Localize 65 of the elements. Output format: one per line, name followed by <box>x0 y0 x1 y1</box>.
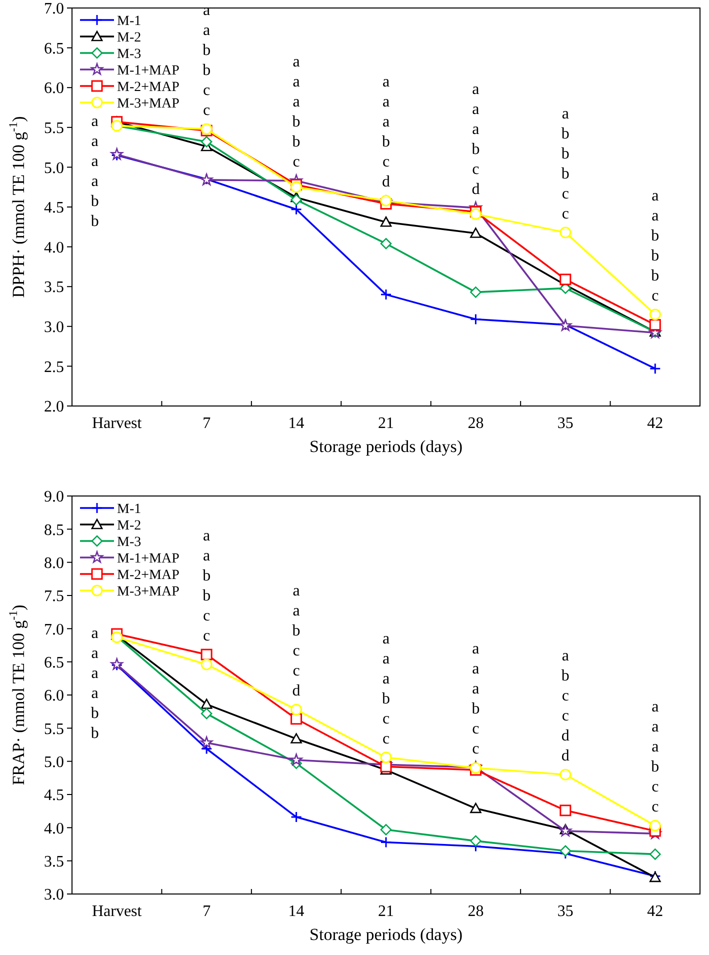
annotation: a b b b c c <box>561 105 570 222</box>
y-tick-label: 7.5 <box>44 588 64 606</box>
y-tick-label: 6.0 <box>44 80 64 98</box>
annotation: a a a b c c <box>651 698 660 816</box>
legend-label: M-2 <box>117 30 142 46</box>
y-tick-label: 6.5 <box>44 654 64 672</box>
x-tick-label: 14 <box>288 415 304 432</box>
y-tick-label: 3.0 <box>44 886 64 904</box>
x-tick-label: 42 <box>647 415 664 432</box>
y-tick-label: 6.5 <box>44 40 64 58</box>
annotation: a b c c d d <box>561 648 570 765</box>
x-tick-label: 28 <box>468 415 484 432</box>
x-tick-label: 35 <box>557 903 574 920</box>
x-tick-label: 21 <box>378 903 394 920</box>
annotation: a a a a b b <box>90 112 99 230</box>
annotation: a a a a b b <box>90 624 99 742</box>
y-tick-label: 4.5 <box>44 787 64 804</box>
x-axis-title: Storage periods (days) <box>310 437 462 456</box>
y-tick-label: 5.0 <box>44 160 64 177</box>
x-tick-label: 7 <box>202 903 211 920</box>
annotation: a a b b b c <box>651 187 660 304</box>
annotation: a a a b c c <box>382 630 390 748</box>
y-tick-label: 8.5 <box>44 522 64 539</box>
legend-label: M-3 <box>117 534 142 550</box>
annotation: a a a b b c <box>292 54 300 171</box>
y-tick-label: 2.0 <box>44 398 64 416</box>
legend-label: M-1 <box>117 14 142 29</box>
y-tick-label: 9.0 <box>44 488 64 506</box>
y-tick-label: 7.0 <box>44 621 64 638</box>
x-tick-label: 35 <box>557 415 574 432</box>
x-tick-label: Harvest <box>92 903 142 920</box>
x-tick-label: 21 <box>378 415 394 432</box>
y-tick-label: 4.0 <box>44 820 64 838</box>
y-tick-label: 5.5 <box>44 120 64 137</box>
legend-label: M-2+MAP <box>117 80 180 95</box>
annotation: a a b b c c <box>202 528 211 645</box>
x-tick-label: 7 <box>202 415 211 432</box>
annotation: a a a b c d <box>472 80 480 198</box>
x-axis-title: Storage periods (days) <box>310 925 462 944</box>
legend-label: M-2 <box>117 518 142 534</box>
y-tick-label: 2.5 <box>44 358 64 376</box>
y-tick-label: 7.0 <box>44 0 64 18</box>
annotation: a a b c c d <box>292 582 300 700</box>
y-tick-label: 3.0 <box>44 319 64 336</box>
y-tick-label: 5.5 <box>44 720 64 738</box>
y-tick-label: 4.5 <box>44 200 64 217</box>
annotation: a a a b c c <box>472 640 480 758</box>
legend-label: M-1+MAP <box>117 63 180 78</box>
y-tick-label: 4.0 <box>44 239 64 256</box>
annotation: a a a b c d <box>382 74 390 191</box>
legend-label: M-2+MAP <box>117 568 180 583</box>
legend-label: M-3+MAP <box>117 96 180 112</box>
legend-label: M-3 <box>117 46 142 62</box>
y-tick-label: 8.0 <box>44 554 64 572</box>
x-tick-label: Harvest <box>92 415 142 432</box>
y-tick-label: 3.5 <box>44 853 64 870</box>
y-tick-label: 5.0 <box>44 754 64 771</box>
legend-label: M-1 <box>117 502 142 517</box>
legend-label: M-3+MAP <box>117 584 180 600</box>
legend-label: M-1+MAP <box>117 551 180 566</box>
y-tick-label: 6.0 <box>44 688 64 705</box>
x-tick-label: 14 <box>288 903 304 920</box>
x-tick-label: 28 <box>468 903 484 920</box>
y-tick-label: 3.5 <box>44 279 64 296</box>
x-tick-label: 42 <box>647 903 664 920</box>
